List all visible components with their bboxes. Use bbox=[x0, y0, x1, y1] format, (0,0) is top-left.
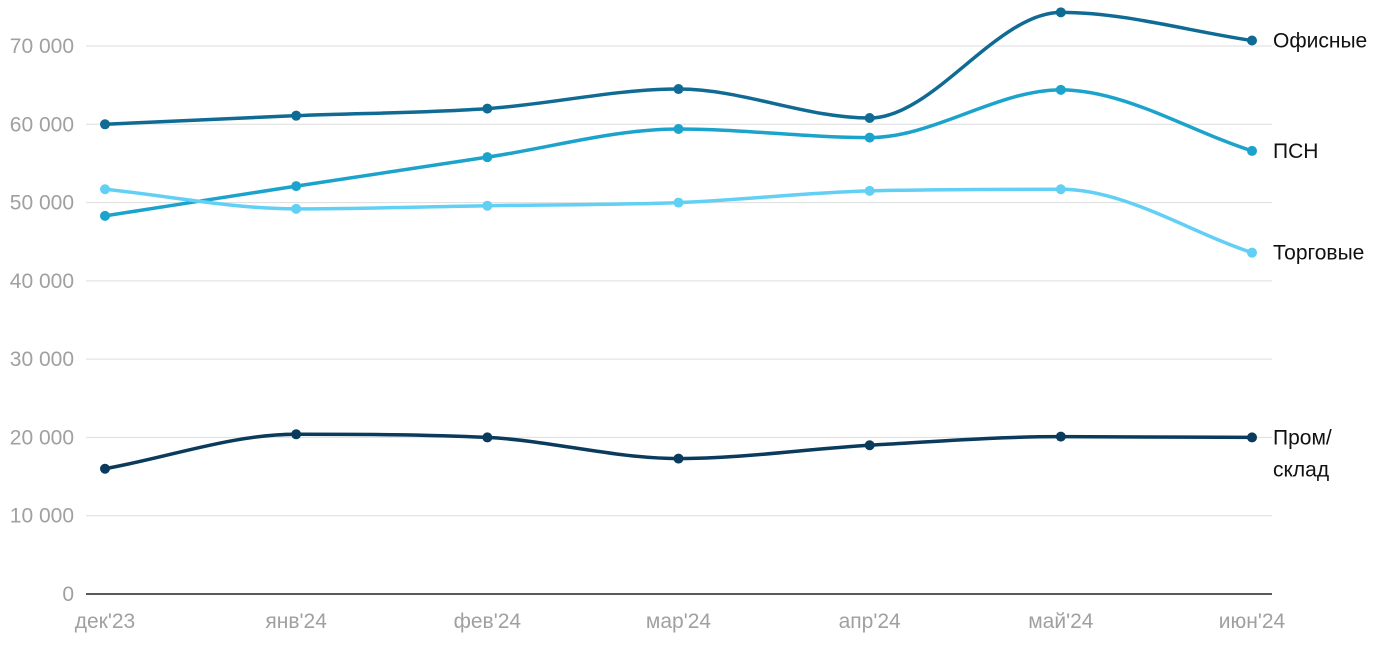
data-point bbox=[1247, 35, 1257, 46]
x-tick-label: дек'23 bbox=[75, 610, 136, 633]
data-point bbox=[291, 181, 302, 192]
y-tick-label: 20 000 bbox=[10, 426, 74, 449]
y-tick-label: 60 000 bbox=[10, 113, 74, 136]
data-point bbox=[673, 453, 684, 464]
series-line bbox=[103, 432, 1254, 471]
data-point bbox=[1055, 84, 1066, 95]
y-tick-label: 30 000 bbox=[10, 348, 74, 371]
y-tick-label: 70 000 bbox=[10, 35, 74, 58]
data-point bbox=[100, 119, 110, 130]
data-point bbox=[291, 110, 302, 121]
data-point bbox=[1055, 184, 1066, 195]
series-line bbox=[103, 88, 1254, 218]
y-tick-label: 40 000 bbox=[10, 270, 74, 293]
x-tick-label: янв'24 bbox=[265, 610, 327, 633]
data-point bbox=[673, 84, 684, 95]
x-axis-ticks: дек'23 янв'24 фев'24 мар'24 апр'24 май'24 июн'… bbox=[75, 610, 1286, 633]
data-point bbox=[291, 429, 302, 440]
series-label: Пром/склад bbox=[1273, 426, 1332, 481]
y-tick-label: 0 bbox=[62, 583, 74, 606]
data-point bbox=[100, 463, 110, 474]
data-point bbox=[864, 132, 875, 143]
y-tick-label: 50 000 bbox=[10, 192, 74, 215]
x-tick-label: июн'24 bbox=[1219, 610, 1286, 633]
y-tick-label: 10 000 bbox=[10, 505, 74, 528]
x-tick-label: фев'24 bbox=[454, 610, 522, 633]
series-1 bbox=[100, 7, 1257, 130]
series-line bbox=[103, 10, 1254, 127]
data-point bbox=[1055, 431, 1066, 442]
x-tick-label: май'24 bbox=[1028, 610, 1094, 633]
data-point bbox=[482, 152, 493, 163]
data-point bbox=[864, 440, 875, 451]
series-3 bbox=[100, 184, 1257, 258]
data-point bbox=[1247, 145, 1257, 156]
series-4 bbox=[100, 429, 1257, 474]
data-point bbox=[673, 123, 684, 134]
series-2 bbox=[100, 84, 1257, 221]
data-point bbox=[100, 184, 110, 195]
series-label: Офисные bbox=[1273, 30, 1367, 53]
series-labels: Офисные ПСН Торговые Пром/склад bbox=[1273, 30, 1367, 482]
series-group bbox=[100, 7, 1257, 474]
y-axis-ticks: 0 10 000 20 000 30 000 40 000 50 000 60 000 70 … bbox=[10, 35, 74, 606]
data-point bbox=[291, 203, 302, 214]
series-label: ПСН bbox=[1273, 140, 1318, 163]
data-point bbox=[1055, 7, 1066, 18]
data-point bbox=[1247, 432, 1257, 443]
data-point bbox=[673, 197, 684, 208]
x-tick-label: апр'24 bbox=[839, 610, 901, 633]
data-point bbox=[482, 432, 493, 443]
x-tick-label: мар'24 bbox=[646, 610, 711, 633]
data-point bbox=[1247, 247, 1257, 258]
data-point bbox=[482, 103, 493, 114]
series-label: Торговые bbox=[1273, 242, 1364, 265]
data-point bbox=[100, 210, 110, 221]
data-point bbox=[864, 113, 875, 124]
data-point bbox=[482, 200, 493, 211]
data-point bbox=[864, 185, 875, 196]
